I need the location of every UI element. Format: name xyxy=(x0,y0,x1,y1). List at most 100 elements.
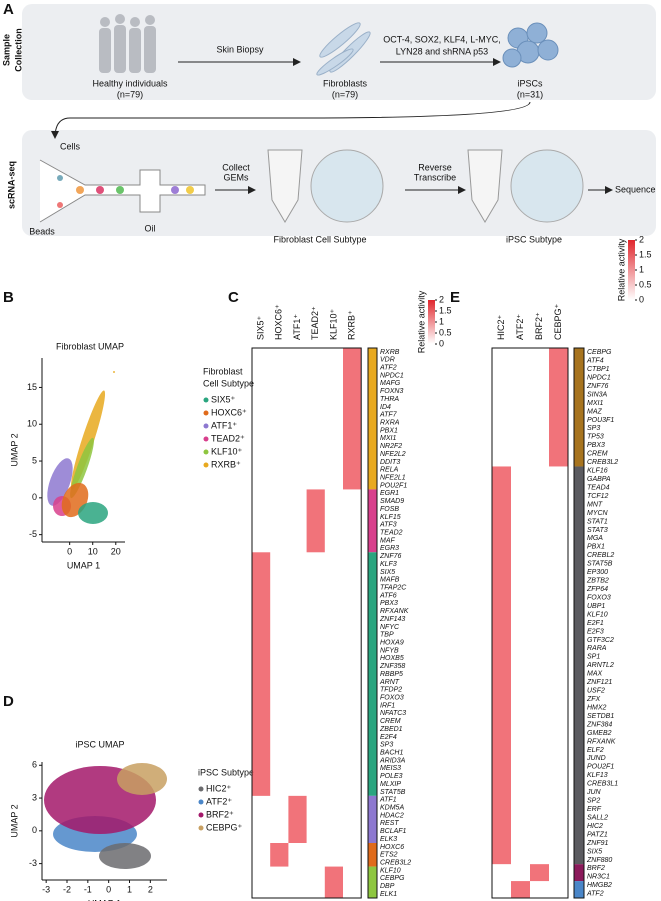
x-tick-label: 1 xyxy=(127,884,132,894)
column-label: CEBPG⁺ xyxy=(553,303,563,340)
y-tick-label: 0 xyxy=(32,492,37,502)
label: OCT-4, SOX2, KLF4, L-MYC, xyxy=(383,34,501,44)
gene-label: MAX xyxy=(587,671,603,678)
heat-block xyxy=(270,843,289,867)
x-tick-label: 0 xyxy=(67,546,72,556)
gene-label: CREM xyxy=(380,718,401,725)
legend-swatch xyxy=(198,812,204,818)
gene-label: CEBPG xyxy=(380,875,405,882)
gene-label: MYCN xyxy=(587,510,609,517)
gene-label: UBP1 xyxy=(587,603,605,610)
legend-swatch xyxy=(203,449,209,455)
point-cloud xyxy=(70,437,94,499)
gene-label: TFAP2C xyxy=(380,584,407,591)
gene-label: RFXANK xyxy=(380,608,409,615)
gene-label: ATF3 xyxy=(379,522,397,529)
gene-label: NFYB xyxy=(380,647,399,654)
gene-label: BACH1 xyxy=(380,749,403,756)
y-axis-label: UMAP 2 xyxy=(9,804,19,837)
group-strip xyxy=(368,552,377,796)
label: Collect xyxy=(222,162,250,172)
group-strip xyxy=(574,348,584,467)
label: (n=79) xyxy=(332,89,358,99)
gene-label: DBP xyxy=(380,883,395,890)
tube xyxy=(467,149,503,223)
legend-swatch xyxy=(203,410,209,416)
colorbar-tick-label: 0 xyxy=(439,338,444,348)
gene-label: CEBPG xyxy=(587,349,612,356)
gene-label: IRF1 xyxy=(380,702,395,709)
group-strip xyxy=(368,348,377,490)
gene-label: NFATC3 xyxy=(380,710,406,717)
gene-label: ZNF121 xyxy=(586,679,612,686)
point-cloud xyxy=(99,843,151,869)
gene-label: ZFP64 xyxy=(586,586,608,593)
x-tick-label: 0 xyxy=(106,884,111,894)
gem-zoom xyxy=(310,149,384,223)
gene-label: CREM xyxy=(587,451,608,458)
row-label: Sample xyxy=(1,34,11,66)
gene-label: ZBTB2 xyxy=(586,578,609,585)
gene-label: MAFG xyxy=(380,380,401,387)
gene-label: ZBED1 xyxy=(379,726,403,733)
gene-label: SIX5 xyxy=(380,569,395,576)
gene-label: SP3 xyxy=(587,425,600,432)
label: Beads xyxy=(29,226,55,236)
gene-label: POU3F1 xyxy=(587,417,614,424)
label: iPSCs xyxy=(517,78,543,88)
gene-label: ATF6 xyxy=(379,592,397,599)
gene-label: STAT3 xyxy=(587,527,608,534)
legend-label: KLF10⁺ xyxy=(211,446,243,456)
column-label: ATF2⁺ xyxy=(515,314,525,340)
gene-label: CREBL2 xyxy=(587,552,614,559)
legend-label: HIC2⁺ xyxy=(206,783,232,793)
colorbar-tick-label: 0 xyxy=(639,294,644,304)
x-tick-label: -2 xyxy=(63,884,71,894)
gene-label: NFE2L2 xyxy=(380,451,406,458)
gene-label: POLE3 xyxy=(380,773,403,780)
gene-label: GABPA xyxy=(587,476,611,483)
gene-label: RELA xyxy=(380,467,399,474)
gene-label: TEAD2 xyxy=(380,529,403,536)
gene-label: ZNF384 xyxy=(586,721,612,728)
heat-block xyxy=(492,466,511,865)
heat-block xyxy=(343,348,362,490)
gene-label: NR2F2 xyxy=(380,443,402,450)
gene-label: ELF2 xyxy=(587,747,604,754)
gene-label: TP53 xyxy=(587,434,604,441)
legend-title: Fibroblast xyxy=(203,366,243,376)
gene-label: NFE2L1 xyxy=(380,474,406,481)
gene-label: HIC2 xyxy=(587,823,603,830)
fibroblast-icon xyxy=(316,22,371,76)
gene-label: ARID3A xyxy=(379,757,406,764)
panel-label: E xyxy=(450,289,460,306)
heat-block xyxy=(511,881,530,898)
gene-label: FOXO3 xyxy=(380,694,404,701)
gene-label: ZNF880 xyxy=(586,857,612,864)
gene-label: KLF15 xyxy=(380,514,401,521)
panel-label: B xyxy=(3,289,14,306)
y-tick-label: 6 xyxy=(32,760,37,770)
gene-label: PBX3 xyxy=(587,442,605,449)
gene-label: SALL2 xyxy=(587,814,608,821)
gene-label: ZNF76 xyxy=(586,383,609,390)
point-cloud xyxy=(117,763,167,795)
chart-title: Fibroblast Cell Subtype xyxy=(273,234,366,244)
legend-title: Cell Subtype xyxy=(203,378,254,388)
x-tick-label: 20 xyxy=(111,546,121,556)
gene-label: RBBP5 xyxy=(380,671,403,678)
colorbar-tick-label: 0.5 xyxy=(639,279,652,289)
gene-label: RARA xyxy=(587,645,607,652)
heat-block xyxy=(549,348,568,467)
gene-label: MAZ xyxy=(587,408,603,415)
y-tick-label: -3 xyxy=(29,858,37,868)
colorbar-tick-label: 1 xyxy=(639,264,644,274)
gene-label: MLXIP xyxy=(380,781,401,788)
gene-label: NPDC1 xyxy=(587,374,611,381)
y-tick-label: 3 xyxy=(32,792,37,802)
point-cloud xyxy=(78,502,108,524)
gene-label: E2F1 xyxy=(587,620,604,627)
gene-label: NR3C1 xyxy=(587,874,610,881)
colorbar xyxy=(628,240,635,300)
